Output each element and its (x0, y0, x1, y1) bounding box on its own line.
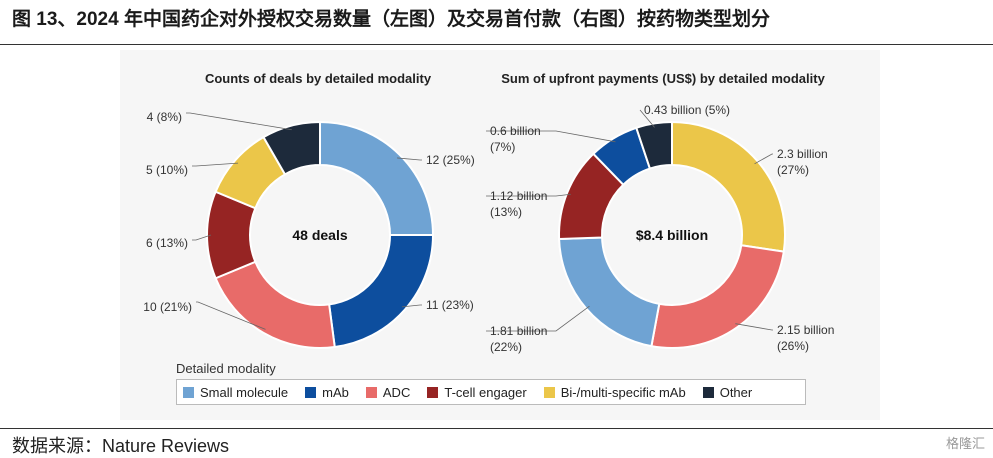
slice-label: 0.43 billion (5%) (644, 103, 730, 117)
slice-label: 2.15 billion (777, 323, 834, 337)
legend-swatch (365, 386, 377, 398)
slice-label: 5 (10%) (146, 163, 188, 177)
legend-label: ADC (382, 384, 411, 400)
legend-label: Other (719, 384, 753, 400)
bottom-rule (0, 428, 993, 429)
center-label: 48 deals (292, 227, 347, 243)
donut-slice (262, 120, 321, 176)
leader-line (401, 304, 422, 308)
leader-line (186, 112, 292, 131)
slice-label: 11 (23%) (426, 298, 474, 312)
slice-label: (26%) (777, 339, 809, 353)
logo: 格隆汇 (945, 436, 985, 451)
legend-label: mAb (322, 384, 349, 400)
leader-line (735, 323, 773, 331)
slice-label: 4 (8%) (147, 110, 182, 124)
legend-swatch (543, 386, 555, 398)
legend-item: T-cell engager (427, 384, 527, 400)
figure-title: 图 13、2024 年中国药企对外授权交易数量（左图）及交易首付款（右图）按药物… (12, 9, 770, 30)
legend-swatch (305, 386, 317, 398)
legend-label: T-cell engager (444, 384, 527, 400)
legend-swatch (183, 386, 194, 398)
legend-label: Bi-/multi-specific mAb (560, 384, 686, 400)
donut-slice (635, 120, 673, 170)
leader-line (192, 234, 212, 241)
donut-slice (328, 234, 435, 349)
legend-swatch (427, 386, 439, 398)
leader-line (486, 130, 616, 143)
leader-line (486, 305, 590, 332)
slice-label: (7%) (490, 140, 515, 154)
source-note: 数据来源：Nature Reviews (12, 436, 230, 456)
center-label: $8.4 billion (636, 227, 708, 243)
donut-chart: Sum of upfront payments (US$) by detaile… (486, 71, 834, 354)
legend-item: ADC (365, 384, 411, 400)
slice-label: (22%) (490, 340, 522, 354)
legend-item: mAb (305, 385, 349, 400)
legend-item: Small molecule (183, 385, 288, 400)
legend-item: Bi-/multi-specific mAb (543, 384, 686, 400)
leader-line (192, 162, 239, 167)
slice-label: 1.81 billion (490, 324, 547, 338)
leader-line (639, 109, 655, 128)
leader-line (486, 193, 571, 197)
slice-label: 12 (25%) (426, 153, 475, 167)
legend-item: Other (702, 384, 753, 400)
donut-slice (558, 236, 661, 348)
slice-label: (27%) (777, 163, 809, 177)
chart-title: Sum of upfront payments (US$) by detaile… (501, 71, 825, 86)
leader-line (397, 157, 422, 161)
chart-title: Counts of deals by detailed modality (205, 71, 432, 86)
legend: Small molecule mAb ADC T-cell engager Bi-/mu… (176, 379, 806, 405)
slice-label: 0.6 billion (490, 124, 541, 138)
top-rule (0, 44, 993, 45)
slice-label: 6 (13%) (146, 236, 188, 250)
legend-swatch (702, 386, 714, 398)
legend-title: Detailed modality (176, 361, 276, 376)
legend-label: Small molecule (200, 384, 289, 400)
slice-label: 2.3 billion (777, 147, 828, 161)
leader-line (754, 153, 773, 165)
donut-slice (319, 120, 435, 236)
slice-label: (13%) (490, 205, 522, 219)
donut-slice (650, 244, 785, 349)
donut-slice (214, 260, 336, 349)
donut-chart: Counts of deals by detailed modality 12 (… (143, 71, 475, 349)
slice-label: 1.12 billion (490, 189, 547, 203)
slice-label: 10 (21%) (143, 300, 192, 314)
leader-line (196, 301, 266, 330)
